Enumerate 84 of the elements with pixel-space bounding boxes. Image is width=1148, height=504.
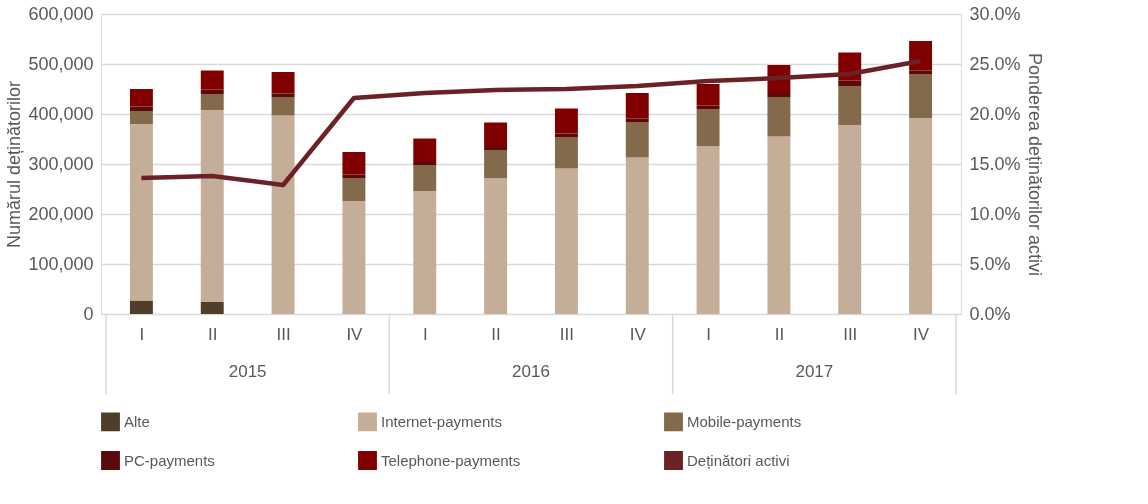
bar	[696, 105, 720, 110]
bar	[484, 146, 508, 151]
line-series	[139, 58, 923, 188]
bar	[554, 133, 578, 138]
y-tick-label: 400,000	[28, 103, 94, 124]
bar	[909, 118, 933, 314]
legend-label: Internet-payments	[381, 412, 502, 430]
x-tick-label: II	[491, 324, 501, 344]
bar	[342, 178, 366, 201]
bar	[413, 138, 437, 162]
x-tick-label: IV	[913, 324, 930, 344]
bar	[484, 150, 508, 178]
y-tick-label: 0	[83, 303, 94, 324]
bar	[200, 110, 224, 302]
text: 2016	[512, 362, 550, 381]
legend-label: Telephone-payments	[381, 451, 521, 469]
y2-tick-label: 10.0%	[969, 203, 1021, 224]
bar	[413, 165, 437, 191]
x-tick-label: III	[559, 324, 574, 344]
x-tick-label: IV	[346, 324, 364, 344]
text: 2017	[795, 362, 834, 381]
y2-tick-label: 25.0%	[969, 53, 1021, 74]
x-tick-label: III	[843, 324, 858, 344]
bar	[909, 41, 933, 71]
bar	[129, 111, 153, 124]
bar	[696, 84, 720, 106]
bar	[200, 70, 224, 90]
bar	[129, 124, 153, 301]
bar	[625, 122, 649, 158]
bar	[554, 108, 578, 134]
bar	[129, 300, 153, 314]
bar	[271, 97, 295, 116]
bar	[554, 137, 578, 169]
bar	[767, 136, 791, 314]
bar	[838, 80, 862, 86]
y-tick-label: 300,000	[28, 153, 94, 174]
bar	[554, 168, 578, 314]
bar	[271, 93, 295, 98]
x-tick-label: I	[706, 324, 711, 344]
y2-tick-label: 0.0%	[969, 303, 1011, 324]
y-tick-label: 200,000	[28, 203, 94, 224]
bar	[271, 115, 295, 314]
y2-axis-title: Ponderea deținătorilor activi	[1024, 52, 1045, 277]
legend-label: Deținători activi	[687, 451, 790, 469]
y2-tick-label: 20.0%	[969, 103, 1021, 124]
bar	[696, 109, 720, 146]
y-tick-label: 100,000	[28, 253, 94, 274]
y2-tick-label: 15.0%	[969, 153, 1021, 174]
legend-label: Alte	[124, 412, 150, 430]
y-tick-label: 500,000	[28, 53, 94, 74]
bar	[838, 125, 862, 314]
bar	[200, 89, 224, 95]
legend-label: PC-payments	[124, 451, 215, 469]
bar	[342, 174, 366, 179]
bar	[625, 157, 649, 314]
x-tick-label: III	[276, 324, 291, 344]
x-tick-label: I	[139, 324, 145, 344]
bar	[909, 74, 933, 118]
bar	[342, 152, 366, 175]
bar	[342, 201, 366, 314]
bar	[696, 146, 720, 314]
x-tick-label: IV	[629, 324, 647, 344]
bar	[413, 191, 437, 314]
bar	[767, 93, 791, 97]
bar	[484, 122, 508, 146]
bar	[129, 89, 153, 107]
bar	[200, 302, 224, 314]
bar	[271, 72, 295, 94]
bar	[484, 178, 508, 314]
y2-tick-label: 5.0%	[969, 253, 1011, 274]
x-tick-label: II	[774, 324, 785, 344]
y-axis-title: Numărul deținătorilor	[4, 80, 25, 249]
bar	[909, 70, 933, 75]
legend-label: Mobile-payments	[687, 412, 802, 430]
y-tick-label: 600,000	[28, 3, 94, 24]
text: 2015	[228, 362, 267, 381]
bar	[767, 97, 791, 137]
bar	[838, 86, 862, 125]
y2-tick-label: 30.0%	[969, 3, 1021, 24]
x-tick-label: I	[422, 324, 428, 344]
bar	[413, 162, 437, 166]
x-tick-label: II	[208, 324, 218, 344]
bar	[200, 94, 224, 110]
bar	[625, 93, 649, 119]
